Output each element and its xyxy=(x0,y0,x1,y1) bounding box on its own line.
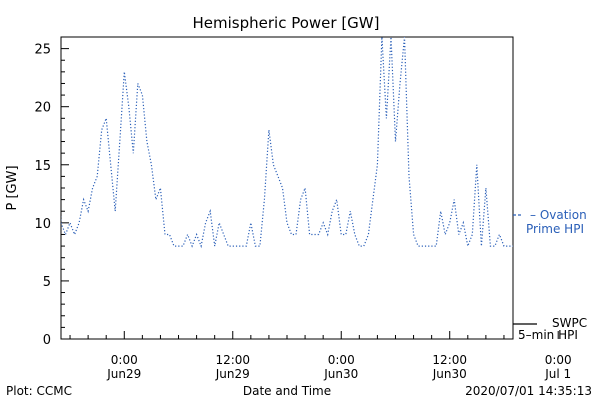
plot-frame xyxy=(60,36,514,340)
x-tick-time: 12:00 xyxy=(432,353,467,367)
x-axis-label: Date and Time xyxy=(243,384,331,398)
x-axis-ticks: 0:00Jun2912:00Jun290:00Jun3012:00Jun300:… xyxy=(69,331,572,381)
footer-right: 2020/07/01 14:35:13 xyxy=(465,384,592,398)
y-tick-label: 10 xyxy=(34,217,51,232)
legend-swpc: SWPC 5–min HPI xyxy=(513,316,587,342)
y-tick-label: 5 xyxy=(43,275,51,290)
chart-title: Hemispheric Power [GW] xyxy=(193,14,380,32)
y-axis-label: P [GW] xyxy=(5,165,20,210)
x-tick-date: Jun30 xyxy=(323,367,358,381)
series-ovation-prime-line xyxy=(61,37,513,249)
x-tick-date: Jun30 xyxy=(432,367,467,381)
y-tick-label: 25 xyxy=(34,43,51,58)
x-tick-date: Jun29 xyxy=(215,367,250,381)
y-axis-ticks: 0 5 10 15 20 25 xyxy=(34,43,69,348)
legend-ovation-line1: – Ovation xyxy=(530,208,587,222)
y-tick-label: 0 xyxy=(43,333,51,348)
x-tick-time: 0:00 xyxy=(545,353,572,367)
x-tick-date: Jun29 xyxy=(106,367,141,381)
series-layer xyxy=(61,37,600,249)
x-tick-time: 0:00 xyxy=(328,353,355,367)
x-tick-time: 0:00 xyxy=(111,353,138,367)
x-tick-date: Jul 1 xyxy=(544,367,571,381)
legend-swpc-line1: SWPC xyxy=(552,316,587,330)
legend-ovation-line2: Prime HPI xyxy=(526,222,584,236)
x-tick-time: 12:00 xyxy=(215,353,250,367)
y-tick-label: 15 xyxy=(34,159,51,174)
legend-ovation: – Ovation Prime HPI xyxy=(513,208,587,236)
footer-left: Plot: CCMC xyxy=(6,384,72,398)
legend-swpc-line2: 5–min HPI xyxy=(518,328,578,342)
y-tick-label: 20 xyxy=(34,101,51,116)
series-swpc-hpi-line xyxy=(590,60,600,246)
